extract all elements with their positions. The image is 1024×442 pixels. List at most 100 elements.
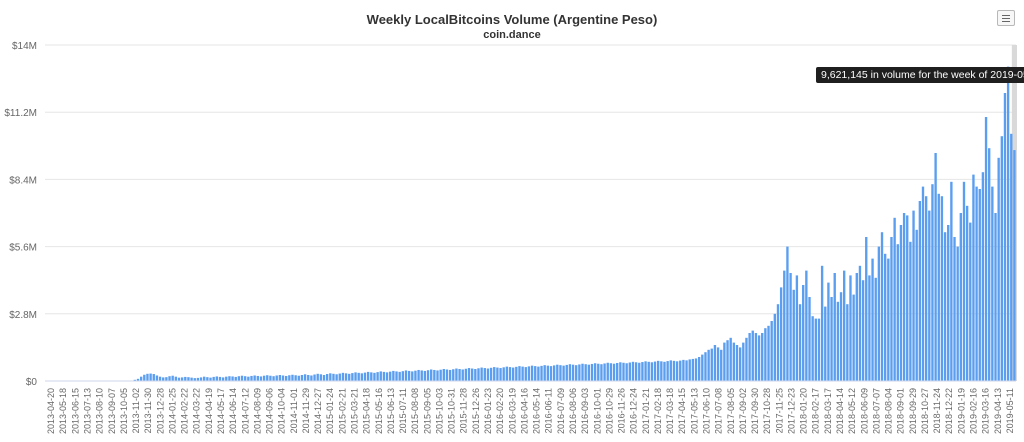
bar [329, 373, 332, 381]
bar [735, 345, 739, 381]
bar [269, 375, 272, 381]
bar [266, 375, 269, 381]
bar [638, 362, 641, 381]
x-tick-label: 2015-05-16 [374, 388, 384, 434]
bar [430, 369, 433, 381]
bar [855, 273, 858, 381]
bar [401, 371, 405, 381]
bar [685, 360, 688, 381]
x-tick-label: 2017-01-21 [641, 388, 651, 434]
bar [653, 361, 657, 381]
bar [827, 282, 830, 381]
bar [767, 325, 770, 381]
x-tick-label: 2014-03-22 [192, 388, 202, 434]
bar [133, 379, 137, 381]
bar [414, 370, 417, 381]
x-tick-label: 2015-03-21 [350, 388, 360, 434]
x-tick-label: 2017-02-18 [653, 388, 663, 434]
bar [757, 335, 761, 381]
bar [732, 342, 736, 381]
bar [912, 210, 915, 381]
bar [748, 333, 751, 381]
bar [716, 347, 720, 381]
chart-subtitle: coin.dance [483, 29, 541, 41]
bar [376, 372, 379, 381]
bar [707, 349, 710, 381]
bar [530, 365, 534, 381]
x-tick-label: 2016-07-09 [556, 388, 566, 434]
bar [360, 373, 364, 381]
bar [407, 370, 411, 381]
hamburger-menu-icon[interactable] [997, 10, 1015, 26]
x-tick-label: 2015-04-18 [362, 388, 372, 434]
bar [924, 196, 928, 381]
bar [641, 362, 644, 381]
bar [675, 361, 679, 381]
bar [489, 367, 493, 381]
bar [817, 318, 821, 381]
y-tick-label: $2.8M [9, 310, 37, 321]
bar [988, 148, 991, 381]
x-tick-label: 2016-12-24 [629, 388, 639, 434]
bar [212, 376, 215, 381]
bar [956, 246, 959, 381]
bar [738, 347, 742, 381]
x-tick-label: 2016-04-16 [519, 388, 529, 434]
bar [540, 365, 543, 381]
bar [972, 174, 975, 381]
x-tick-label: 2018-09-01 [896, 388, 906, 434]
bar [616, 363, 619, 381]
bar [593, 363, 597, 381]
bar [631, 361, 635, 381]
bar [704, 352, 707, 381]
bar [370, 372, 373, 381]
bar [303, 374, 307, 381]
bar [436, 370, 439, 381]
bar [795, 275, 799, 381]
bar [896, 244, 899, 381]
bar [650, 362, 654, 381]
bar [502, 367, 505, 381]
bar [496, 367, 499, 381]
bar [568, 364, 572, 381]
bar [745, 337, 748, 381]
y-tick-label: $0 [26, 377, 38, 388]
bar [439, 369, 442, 381]
bar [865, 237, 868, 381]
x-tick-label: 2014-12-27 [313, 388, 323, 434]
bar [420, 370, 423, 381]
x-tick-label: 2015-10-31 [447, 388, 457, 434]
bar [612, 363, 616, 381]
chart-tooltip: 9,621,145 in volume for the week of 2019… [816, 67, 1024, 83]
bar [546, 365, 550, 381]
y-tick-label: $11.2M [4, 108, 37, 119]
bar [549, 366, 553, 381]
bar [344, 373, 348, 381]
x-tick-label: 2016-06-11 [544, 388, 554, 433]
chart-title: Weekly LocalBitcoins Volume (Argentine P… [366, 12, 658, 27]
bar [225, 376, 228, 381]
x-tick-label: 2018-12-22 [944, 388, 954, 434]
bar [1006, 66, 1010, 381]
x-tick-label: 2016-02-20 [495, 388, 505, 434]
x-tick-label: 2017-06-10 [701, 388, 711, 434]
bar [852, 294, 855, 381]
bar [940, 196, 944, 381]
x-tick-label: 2014-05-17 [216, 388, 226, 434]
x-tick-label: 2018-10-27 [920, 388, 930, 434]
bar [423, 370, 427, 381]
x-tick-label: 2014-11-29 [301, 388, 311, 433]
bar [505, 366, 509, 381]
bar [720, 349, 723, 381]
bar [597, 363, 600, 381]
bar [805, 270, 808, 381]
bar [669, 360, 672, 381]
bar [385, 372, 389, 381]
bar [761, 333, 764, 381]
bar [256, 375, 259, 381]
x-tick-label: 2015-02-21 [337, 388, 347, 434]
bar [158, 376, 162, 381]
bar [839, 292, 843, 381]
bar [660, 361, 663, 381]
bar [887, 258, 890, 381]
